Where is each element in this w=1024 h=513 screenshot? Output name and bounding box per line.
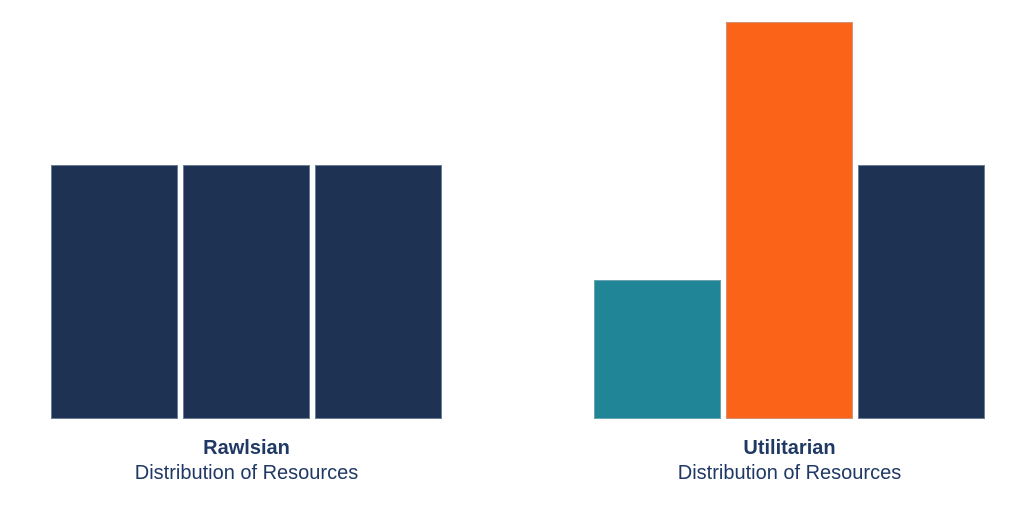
rawlsian-bar-3	[315, 165, 442, 419]
utilitarian-bar-1	[594, 280, 721, 419]
chart-subtitle: Distribution of Resources	[134, 462, 359, 484]
utilitarian-bar-3	[858, 165, 985, 419]
utilitarian-bar-2	[726, 22, 853, 419]
rawlsian-bar-1	[51, 165, 178, 419]
chart-title: Utilitarian	[743, 437, 836, 459]
rawlsian-bars	[51, 165, 442, 419]
rawlsian-bar-2	[183, 165, 310, 419]
utilitarian-bars	[594, 22, 985, 419]
chart-title: Rawlsian	[203, 437, 290, 459]
chart-subtitle: Distribution of Resources	[677, 462, 902, 484]
rawlsian-caption: Rawlsian Distribution of Resources	[51, 436, 442, 486]
utilitarian-caption: Utilitarian Distribution of Resources	[594, 436, 985, 486]
